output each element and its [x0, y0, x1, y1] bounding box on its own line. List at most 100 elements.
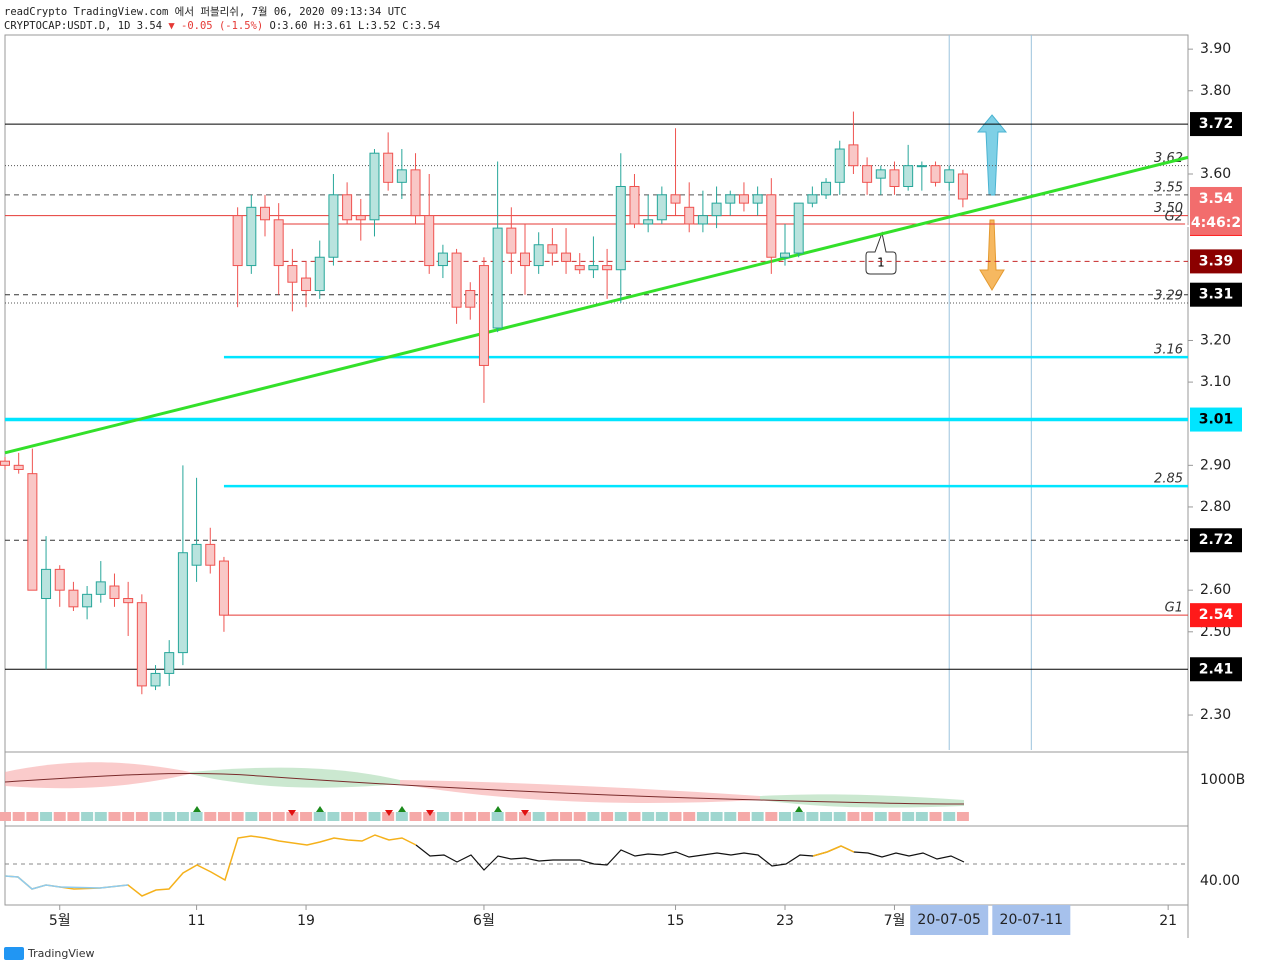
candle-body: [903, 165, 914, 187]
price-badge: [1190, 282, 1242, 307]
volume-bar: [573, 812, 586, 821]
volume-bar: [176, 812, 189, 821]
x-tick-label: 7월: [884, 913, 906, 929]
candle-body: [369, 152, 380, 221]
candle-body: [807, 194, 818, 204]
volume-bar: [587, 812, 600, 821]
volume-bar: [505, 812, 518, 821]
candle-body: [109, 585, 120, 600]
volume-bar: [888, 812, 901, 821]
y-tick-label: 3.60: [1200, 166, 1231, 182]
candle-body: [218, 560, 229, 616]
header-title: readCrypto TradingView.com 에서 퍼블리쉬, 7월 0…: [4, 6, 407, 18]
volume-bar: [135, 812, 148, 821]
last-price-label: 3.54: [1199, 191, 1234, 207]
volume-bar: [259, 812, 271, 821]
volume-bar: [833, 812, 846, 821]
x-tick-label: 23: [776, 913, 794, 929]
cloud: [190, 767, 400, 788]
price-badge: [1190, 407, 1242, 432]
candle-body: [697, 215, 708, 225]
candle-body: [656, 194, 667, 221]
candle-body: [136, 602, 147, 687]
volume-bar: [943, 812, 956, 821]
volume-bar: [354, 812, 367, 821]
candle-body: [711, 202, 722, 217]
header-symbol: CRYPTOCAP:USDT.D, 1D 3.54 ▼ -0.05 (-1.5%…: [4, 20, 440, 32]
volume-bar: [601, 812, 614, 821]
volume-bar: [806, 812, 819, 821]
volume-bar: [67, 812, 80, 821]
osc-line: [4, 875, 129, 890]
y-tick-label: 3.90: [1200, 41, 1231, 57]
volume-bar: [149, 812, 162, 821]
y-tick-label: 3.80: [1200, 83, 1231, 99]
y-tick-label: 2.80: [1200, 499, 1231, 515]
candle-body: [629, 185, 640, 225]
candle-body: [574, 265, 585, 271]
date-badge: [910, 905, 989, 935]
volume-bar: [190, 812, 203, 821]
change: ▼ -0.05 (-1.5%): [168, 20, 263, 32]
candle-body: [342, 194, 353, 221]
candle-body: [82, 593, 93, 608]
price-badge-label: 2.54: [1199, 607, 1234, 623]
candle-body: [191, 543, 202, 566]
signal: [521, 810, 529, 816]
volume-bar: [669, 812, 682, 821]
trendline: [4, 155, 1189, 455]
candle-body: [465, 290, 476, 308]
level-label: 2.85: [1154, 472, 1183, 487]
volume-bar: [94, 812, 107, 821]
candle-body: [177, 552, 188, 654]
volume-bar: [655, 812, 668, 821]
candle-body: [615, 185, 626, 271]
arrow-up: [976, 114, 1008, 196]
volume-bar: [12, 812, 25, 821]
signal: [193, 806, 201, 812]
candle-body: [643, 219, 654, 225]
candle-body: [68, 589, 79, 608]
callout: [865, 231, 897, 275]
countdown-label: 14:46:28: [1181, 215, 1251, 231]
candle-body: [780, 252, 790, 258]
volume-bar: [313, 812, 326, 821]
volume-bar: [204, 812, 217, 821]
candle-body: [602, 265, 613, 271]
volume-bar: [327, 812, 340, 821]
volume-bar: [423, 812, 436, 821]
candle-body: [944, 169, 955, 183]
osc-line: [812, 845, 855, 857]
level-label: 3.29: [1154, 289, 1183, 304]
volume-bar: [683, 812, 696, 821]
brand: TradingView: [27, 947, 94, 960]
volume-bar: [217, 812, 230, 821]
price-badge-label: 3.39: [1199, 253, 1234, 269]
candle-body: [684, 206, 695, 225]
volume-bar: [436, 812, 449, 821]
volume-bar: [395, 812, 408, 821]
y-tick-label: 3.20: [1200, 332, 1231, 348]
volume-bar: [122, 812, 135, 821]
volume-bar: [710, 812, 723, 821]
cloud: [5, 762, 190, 789]
candle-body: [834, 148, 845, 183]
candle-body: [506, 227, 517, 254]
candle-body: [54, 568, 65, 591]
candle-body: [738, 194, 749, 204]
x-tick-label: 5월: [49, 913, 71, 929]
candle-body: [273, 219, 284, 267]
volume-bar: [751, 812, 764, 821]
signal: [494, 806, 502, 812]
arrow-down: [979, 219, 1005, 291]
volume-bar: [231, 812, 244, 821]
candle-body: [875, 169, 886, 179]
volume-bar: [628, 812, 641, 821]
y-tick-label: 2.60: [1200, 582, 1231, 598]
volume-bar: [450, 812, 463, 821]
y-tick-label: 2.30: [1200, 707, 1231, 723]
level-label: G2: [1165, 209, 1183, 224]
volume-bar: [300, 812, 313, 821]
x-tick-label: 15: [667, 913, 685, 929]
